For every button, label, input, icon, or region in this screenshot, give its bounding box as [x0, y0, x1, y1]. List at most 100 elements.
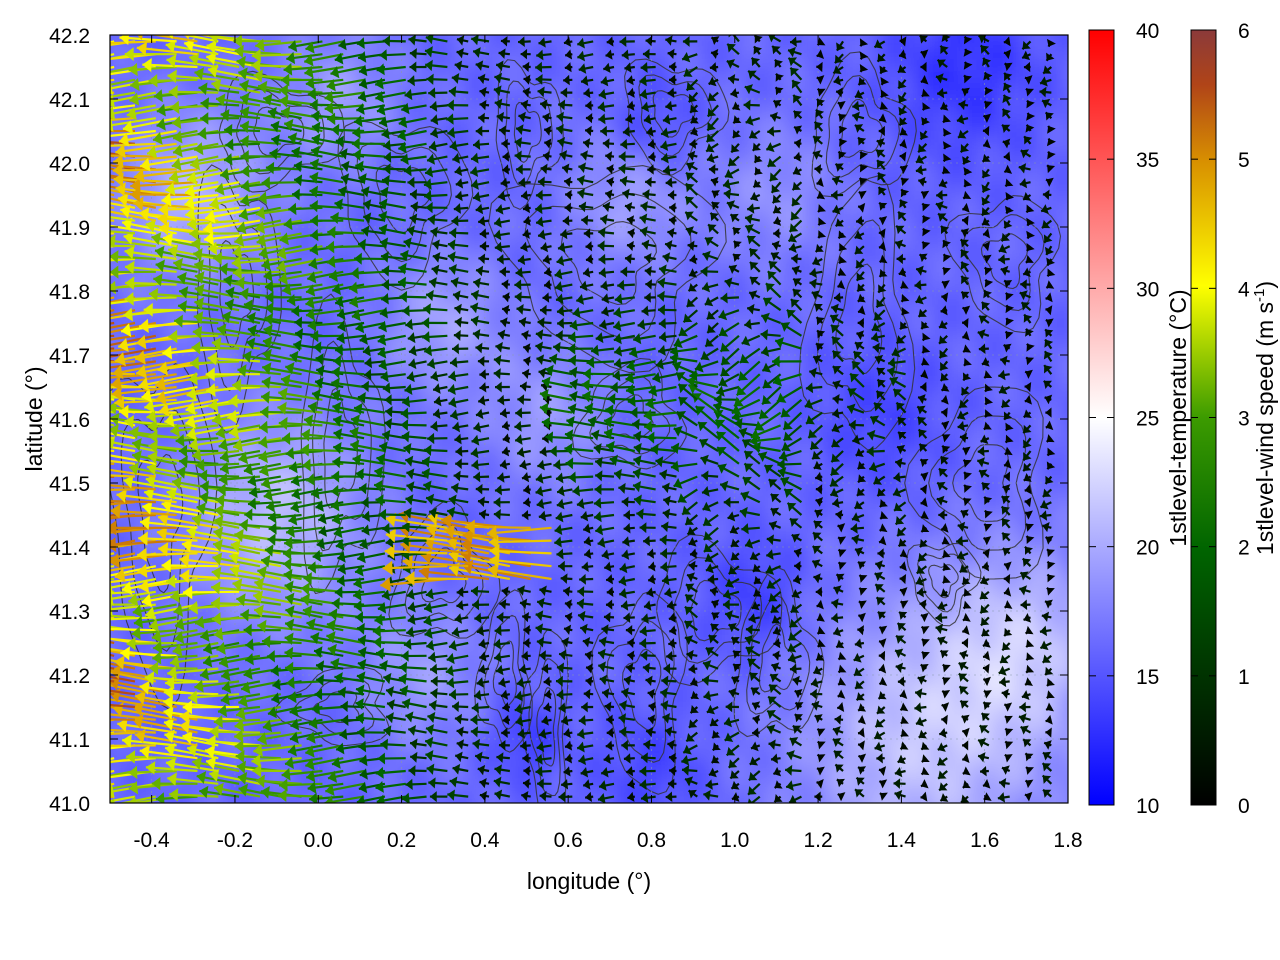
- heatmap-cell: [410, 107, 423, 120]
- heatmap-cell: [842, 743, 855, 756]
- heatmap-cell: [182, 95, 195, 108]
- heatmap-cell: [890, 563, 903, 576]
- heatmap-cell: [650, 263, 663, 276]
- heatmap-cell: [1034, 563, 1047, 576]
- heatmap-cell: [1058, 251, 1068, 264]
- heatmap-cell: [890, 551, 903, 564]
- heatmap-cell: [326, 551, 339, 564]
- heatmap-cell: [1058, 383, 1068, 396]
- heatmap-cell: [110, 563, 111, 576]
- heatmap-cell: [530, 167, 543, 180]
- heatmap-cell: [506, 371, 519, 384]
- heatmap-cell: [902, 659, 915, 672]
- heatmap-cell: [926, 59, 939, 72]
- heatmap-cell: [374, 407, 387, 420]
- heatmap-cell: [674, 155, 687, 168]
- heatmap-cell: [506, 455, 519, 468]
- heatmap-cell: [902, 59, 915, 72]
- heatmap-cell: [314, 35, 327, 36]
- heatmap-cell: [926, 383, 939, 396]
- heatmap-cell: [386, 263, 399, 276]
- heatmap-cell: [806, 743, 819, 756]
- heatmap-cell: [398, 191, 411, 204]
- heatmap-cell: [1034, 683, 1047, 696]
- heatmap-cell: [674, 167, 687, 180]
- heatmap-cell: [1058, 83, 1068, 96]
- heatmap-cell: [302, 35, 315, 36]
- heatmap-cell: [758, 155, 771, 168]
- heatmap-cell: [110, 443, 111, 456]
- heatmap-cell: [1058, 395, 1068, 408]
- heatmap-cell: [890, 575, 903, 588]
- heatmap-cell: [506, 323, 519, 336]
- heatmap-cell: [206, 119, 219, 132]
- heatmap-cell: [218, 35, 231, 36]
- heatmap-cell: [1070, 551, 1083, 564]
- heatmap-cell: [1058, 551, 1068, 564]
- heatmap-cell: [626, 143, 639, 156]
- heatmap-cell: [890, 695, 903, 708]
- heatmap-cell: [542, 35, 555, 36]
- heatmap-cell: [782, 251, 795, 264]
- heatmap-cell: [554, 587, 567, 600]
- heatmap-cell: [650, 311, 663, 324]
- heatmap-cell: [110, 71, 111, 84]
- heatmap-cell: [1070, 707, 1083, 720]
- heatmap-cell: [926, 35, 939, 36]
- heatmap-cell: [890, 683, 903, 696]
- heatmap-cell: [818, 431, 831, 444]
- heatmap-cell: [650, 35, 663, 36]
- heatmap-cell: [734, 743, 747, 756]
- heatmap-cell: [902, 251, 915, 264]
- heatmap-cell: [950, 167, 963, 180]
- heatmap-cell: [1058, 35, 1068, 48]
- heatmap-cell: [698, 743, 711, 756]
- heatmap-cell: [110, 611, 111, 624]
- heatmap-cell: [1070, 659, 1083, 672]
- heatmap-cell: [434, 323, 447, 336]
- heatmap-cell: [1010, 515, 1023, 528]
- heatmap-cell: [986, 575, 999, 588]
- heatmap-cell: [782, 95, 795, 108]
- heatmap-cell: [590, 563, 603, 576]
- heatmap-cell: [926, 203, 939, 216]
- heatmap-cell: [554, 167, 567, 180]
- heatmap-cell: [890, 35, 903, 48]
- heatmap-cell: [326, 35, 339, 36]
- heatmap-cell: [1070, 263, 1083, 276]
- heatmap-cell: [650, 179, 663, 192]
- heatmap-cell: [338, 599, 351, 612]
- heatmap-cell: [626, 167, 639, 180]
- heatmap-cell: [926, 251, 939, 264]
- heatmap-cell: [110, 47, 111, 60]
- heatmap-cell: [746, 359, 759, 372]
- heatmap-cell: [386, 47, 399, 60]
- heatmap-cell: [926, 479, 939, 492]
- heatmap-cell: [1058, 635, 1068, 648]
- heatmap-cell: [1070, 311, 1083, 324]
- heatmap-cell: [110, 299, 111, 312]
- heatmap-cell: [482, 311, 495, 324]
- heatmap-cell: [698, 587, 711, 600]
- heatmap-cell: [302, 155, 315, 168]
- heatmap-cell: [626, 35, 639, 36]
- heatmap-cell: [986, 299, 999, 312]
- heatmap-cell: [734, 275, 747, 288]
- heatmap-cell: [326, 167, 339, 180]
- heatmap-cell: [722, 35, 735, 36]
- heatmap-cell: [554, 743, 567, 756]
- heatmap-cell: [698, 155, 711, 168]
- heatmap-cell: [842, 635, 855, 648]
- heatmap-cell: [890, 311, 903, 324]
- heatmap-cell: [782, 167, 795, 180]
- heatmap-cell: [458, 131, 471, 144]
- heatmap-cell: [110, 287, 111, 300]
- heatmap-cell: [506, 647, 519, 660]
- heatmap-cell: [950, 59, 963, 72]
- heatmap-cell: [614, 671, 627, 684]
- heatmap-cell: [470, 383, 483, 396]
- heatmap-cell: [866, 251, 879, 264]
- heatmap-cell: [110, 59, 111, 72]
- heatmap-cell: [722, 239, 735, 252]
- heatmap-cell: [1058, 143, 1068, 156]
